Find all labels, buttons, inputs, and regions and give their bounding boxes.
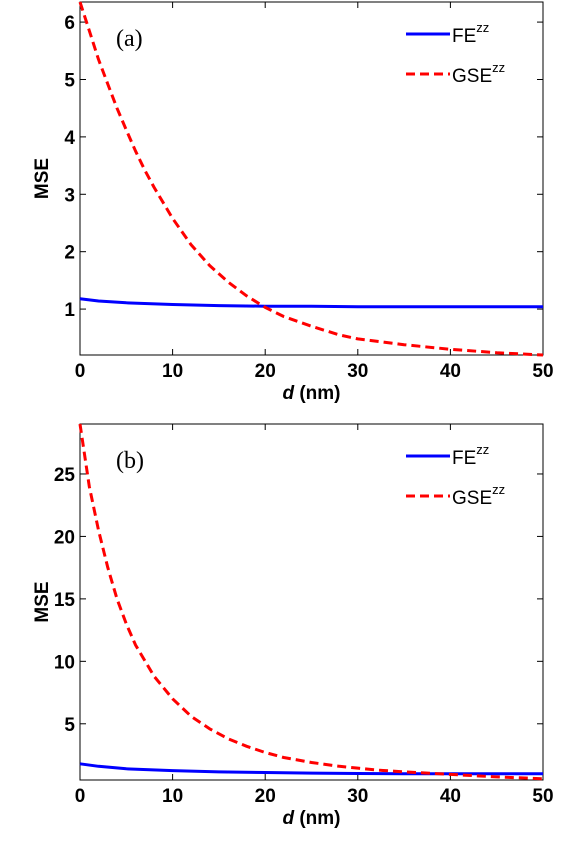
x-axis-label-var: d: [282, 383, 294, 404]
x-axis-label-var: d: [282, 808, 294, 829]
y-tick-label: 5: [64, 715, 75, 736]
x-axis-label-unit: (nm): [294, 383, 340, 404]
y-tick-label: 3: [64, 185, 75, 206]
x-axis-label: d (nm): [282, 383, 340, 404]
x-tick-label: 10: [162, 786, 183, 807]
panel-label: (a): [116, 26, 143, 52]
legend-label-fe: FEzz: [452, 442, 489, 469]
y-tick-label: 6: [64, 13, 75, 34]
x-tick-label: 20: [255, 786, 276, 807]
y-axis-label: MSE: [32, 158, 53, 199]
series-line-fe: [79, 297, 543, 309]
y-axis-label: MSE: [32, 581, 53, 622]
legend-label-sup: zz: [476, 20, 489, 35]
y-tick-label: 4: [64, 128, 75, 149]
legend-label-base: GSE: [452, 488, 492, 509]
legend-label-base: GSE: [452, 66, 492, 87]
x-axis-label-unit: (nm): [294, 808, 340, 829]
x-tick-label: 30: [347, 786, 368, 807]
y-tick-label: 15: [54, 590, 76, 611]
legend-label-sup: zz: [492, 60, 505, 75]
legend-label-base: FE: [452, 448, 476, 469]
x-tick-label: 10: [162, 361, 183, 382]
plot-frame: [79, 1, 544, 356]
x-tick-label: 40: [440, 361, 461, 382]
x-tick-label: 40: [440, 786, 461, 807]
legend-label-base: FE: [452, 26, 476, 47]
legend-label-gse: GSEzz: [452, 60, 505, 87]
x-tick-label: 50: [532, 361, 553, 382]
x-tick-label: 50: [532, 786, 553, 807]
legend-label-sup: zz: [476, 442, 489, 457]
series-line-fe: [79, 762, 543, 776]
y-tick-label: 2: [64, 243, 75, 264]
x-tick-label: 0: [75, 361, 86, 382]
x-tick-label: 0: [75, 786, 86, 807]
legend-label-fe: FEzz: [452, 20, 489, 47]
y-tick-label: 25: [54, 465, 76, 486]
series-line-gse: [78, 1, 544, 357]
x-tick-label: 20: [255, 361, 276, 382]
legend-label-gse: GSEzz: [452, 482, 505, 509]
y-tick-label: 20: [54, 527, 75, 548]
x-tick-label: 30: [347, 361, 368, 382]
y-tick-label: 5: [64, 70, 75, 91]
plot-frame: [79, 423, 544, 781]
y-tick-label: 10: [54, 652, 75, 673]
series-line-gse: [78, 423, 544, 781]
legend-label-sup: zz: [492, 482, 505, 497]
y-tick-label: 1: [64, 300, 75, 321]
panel-label: (b): [116, 448, 144, 474]
x-axis-label: d (nm): [282, 808, 340, 829]
